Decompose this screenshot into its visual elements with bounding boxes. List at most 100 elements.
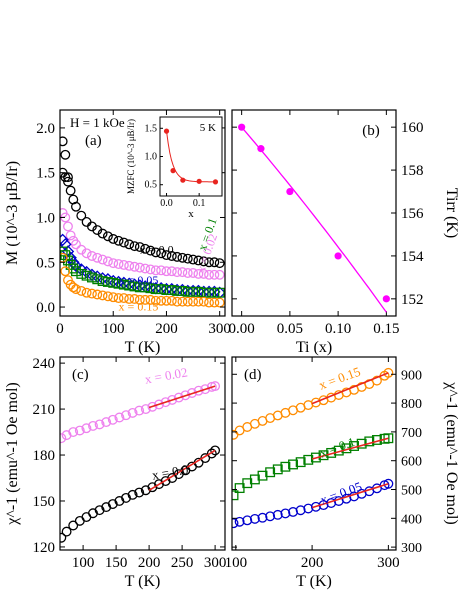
panel-a-fc-point-x015 [188, 296, 199, 307]
panel-a-fc-point-x00 [145, 245, 156, 256]
panel-a-fc-point-x01 [124, 280, 135, 291]
panel-a-ytick-label: 1.5 [36, 166, 55, 182]
panel-a-fc-point-x002 [113, 259, 124, 270]
panel-a-fc-point-x01 [166, 285, 177, 295]
panel-a-fc-point-x015 [134, 294, 145, 305]
panel-a-fc-point-x01 [65, 259, 76, 270]
panel-b-point [286, 187, 294, 196]
panel-a-ylabel: M (10^-3 μB/Ir) [4, 161, 21, 265]
panel-c-point [121, 492, 131, 503]
panel-a-fc-point-x002 [182, 268, 193, 278]
panel-a-fc-point-x00 [172, 251, 183, 262]
panel-a-fc-point-x002 [92, 252, 103, 263]
panel-a-fc-point-x002 [71, 239, 81, 250]
panel-c-label: (c) [72, 367, 89, 383]
panel-a-fc-point-x015 [86, 288, 97, 299]
panel-a-fc-point-x00 [214, 258, 225, 269]
panel-a-fc-point-x015 [193, 296, 204, 307]
panel-c-point [121, 410, 131, 421]
panel-a-fc-point-x00 [177, 252, 188, 263]
panel-c-point [107, 414, 118, 425]
panel-a-fc-point-x00 [60, 149, 71, 160]
panel-a-fc-point-x01 [60, 246, 68, 257]
panel-a-fc-point-x015 [97, 290, 108, 301]
panel-b-xtick-label: 0.10 [325, 321, 351, 337]
panel-b-fit-line [241, 126, 387, 313]
panel-a-fc-point-x00 [193, 255, 204, 266]
panel-c-point [140, 404, 151, 415]
panel-a-fc-point-x015 [182, 296, 193, 307]
panel-d-ytick-label: 500 [401, 484, 422, 499]
panel-a-series-label: x = 0.0 [140, 242, 174, 256]
panel-a-fc-point-x002 [177, 267, 188, 278]
panel-c-point [107, 499, 118, 509]
panel-a-fc-point-x00 [188, 254, 199, 265]
panel-c-point [94, 505, 105, 516]
panel-a-fc-point-x015 [118, 293, 129, 304]
panel-a-fc-point-x01 [145, 283, 156, 294]
panel-a-inset-annotation: 5 K [200, 122, 216, 134]
panel-a-fc-point-x015 [129, 294, 140, 304]
panel-a-fc-point-x01 [92, 274, 103, 285]
panel-a-fc-point-x015 [156, 295, 167, 306]
panel-b-ytick-label: 160 [401, 120, 424, 136]
panel-c-fit-line [148, 449, 216, 491]
panel-a-label: (a) [85, 133, 102, 149]
panel-c-point [88, 420, 98, 431]
panel-c-point [114, 496, 125, 506]
panel-a-fc-point-x015 [60, 266, 71, 277]
panel-c-xlabel: T (K) [125, 573, 161, 590]
panel-d-point [383, 367, 394, 378]
panel-c-point [68, 520, 79, 531]
panel-a-fc-point-x01 [161, 285, 172, 295]
panel-d-fit-line [311, 437, 389, 460]
panel-d-point [272, 464, 283, 475]
panel-a-fc-point-x01 [108, 277, 119, 288]
panel-a-ytick-label: 0.5 [36, 255, 55, 271]
panel-c-point [154, 399, 164, 410]
panel-a-fc-point-x002 [193, 268, 204, 279]
panel-a-fc-point-x01 [129, 281, 140, 292]
panel-a-fc-point-x00 [166, 251, 177, 261]
panel-c-point [74, 425, 85, 436]
panel-a-fc-point-x015 [166, 295, 177, 306]
panel-a-fc-point-x00 [204, 257, 214, 268]
panel-a-fc-point-x01 [156, 284, 167, 295]
panel-a-fc-point-x002 [161, 266, 172, 277]
panel-b-point [238, 123, 246, 131]
panel-c: 100 150 200 250 300 120 150 180 210 240 T (K) χ^-1 … [4, 356, 226, 590]
panel-c-fit-line [148, 385, 216, 409]
panel-c-ytick-label: 210 [33, 402, 56, 418]
panel-b-xtick-label: 0.05 [277, 321, 303, 337]
panel-a-fc-point-x015 [113, 293, 124, 304]
panel-a-fc-point-x002 [145, 264, 156, 275]
panel-a-fc-point-x002 [108, 258, 119, 269]
panel-a-fc-point-x00 [118, 237, 129, 248]
panel-b-ytick-label: 158 [401, 163, 424, 179]
panel-a-xtick-label: 200 [155, 321, 178, 337]
panel-c-point [160, 397, 171, 408]
panel-c-point [147, 401, 158, 412]
panel-c-xtick-label: 250 [171, 555, 194, 571]
panel-d-point [295, 505, 306, 516]
panel-a-fc-point-x005 [60, 233, 69, 247]
panel-a-fc-point-x015 [68, 282, 79, 293]
panel-a-fc-point-x01 [209, 287, 220, 298]
panel-a-fc-point-x015 [71, 284, 81, 295]
panel-a-xtick-label: 300 [208, 321, 231, 337]
panel-a-fc-point-x00 [65, 185, 76, 196]
panel-a-fc-point-x002 [124, 260, 135, 271]
panel-a-fc-point-x002 [118, 259, 129, 270]
panel-a-fc-point-x015 [102, 291, 113, 302]
panel-a-fc-point-x002 [156, 265, 167, 276]
panel-d-ytick-label: 800 [401, 397, 422, 412]
panel-d-point [234, 516, 245, 527]
panel-d-point [310, 501, 321, 512]
panel-a-zfc-point [63, 176, 73, 187]
panel-a-plot-frame [59, 109, 226, 317]
panel-a-fc-point-x005 [80, 265, 93, 279]
panel-a-inset-point [180, 177, 186, 183]
panel-c-point [114, 412, 125, 423]
panel-c-xtick-label: 150 [105, 555, 128, 571]
